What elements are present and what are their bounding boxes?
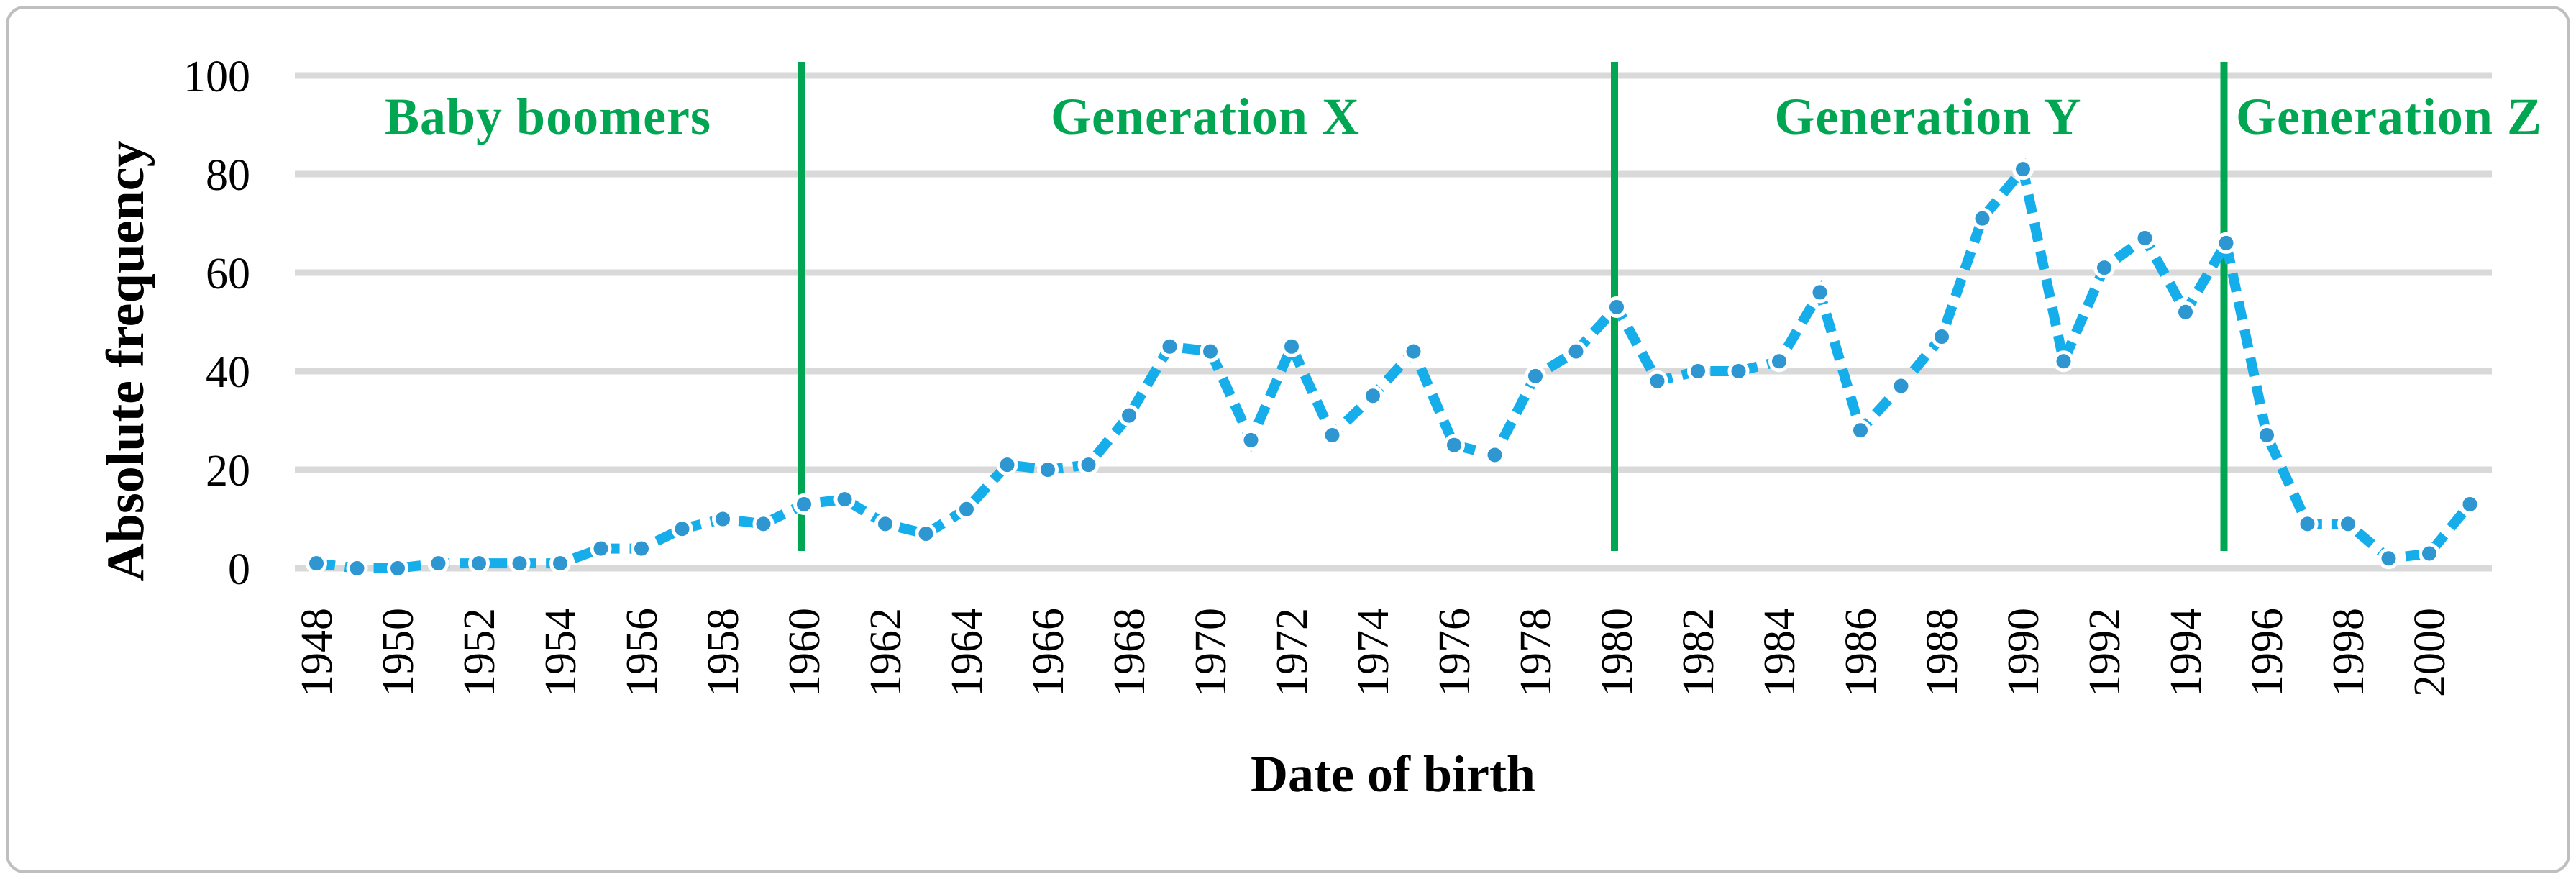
data-point-marker	[2175, 301, 2196, 323]
x-tick-label: 1988	[1918, 608, 1967, 697]
data-point-marker	[1768, 350, 1790, 373]
data-line	[316, 158, 2474, 573]
data-point-marker	[1281, 335, 1302, 357]
x-tick-label: 1982	[1674, 608, 1723, 697]
data-point-marker	[671, 518, 693, 540]
data-point-marker	[1727, 360, 1750, 382]
data-point-marker	[1890, 375, 1912, 397]
x-tick-label: 1950	[374, 608, 423, 697]
generation-label-generation-x: Generation X	[1051, 88, 1360, 145]
x-tick-label: 1984	[1755, 608, 1804, 697]
generation-label-baby-boomers: Baby boomers	[384, 88, 712, 145]
data-point-marker	[549, 552, 571, 575]
data-point-marker	[1606, 296, 1627, 318]
x-tick-label: 1972	[1268, 608, 1317, 697]
data-point-marker	[631, 537, 652, 560]
x-tick-label: 1952	[455, 608, 504, 697]
x-tick-label: 1996	[2243, 608, 2292, 697]
data-point-marker	[2215, 232, 2237, 254]
data-point-marker	[1850, 419, 1871, 442]
data-point-marker	[1402, 340, 1425, 363]
data-point-marker	[468, 552, 490, 575]
y-tick-label: 100	[183, 53, 250, 101]
y-tick-label: 20	[206, 447, 250, 496]
x-tick-label: 1962	[862, 608, 910, 697]
x-tick-label: 1956	[618, 608, 667, 697]
data-point-marker	[956, 498, 977, 520]
x-tick-label: 1958	[699, 608, 748, 697]
data-point-marker	[2052, 350, 2075, 373]
data-point-marker	[1931, 326, 1952, 348]
data-point-marker	[2296, 513, 2319, 535]
y-tick-label: 0	[228, 545, 250, 594]
x-axis-title: Date of birth	[1251, 745, 1535, 803]
data-point-marker	[752, 513, 775, 535]
data-point-marker	[1362, 385, 1384, 407]
data-point-marker	[508, 552, 531, 575]
data-point-marker	[1971, 207, 1993, 229]
data-point-marker	[1687, 360, 1709, 382]
data-point-marker	[1443, 434, 1465, 456]
x-tick-label: 1980	[1593, 608, 1642, 697]
x-tick-label: 1992	[2081, 608, 2129, 697]
data-point-marker	[1809, 281, 1831, 304]
data-point-marker	[2378, 547, 2400, 570]
data-point-marker	[346, 557, 368, 579]
data-point-marker	[2419, 542, 2440, 565]
x-tick-label: 1994	[2162, 608, 2211, 697]
x-tick-label: 1976	[1430, 608, 1479, 697]
data-point-marker	[712, 508, 734, 530]
data-point-marker	[1037, 459, 1059, 481]
y-tick-label: 60	[206, 250, 250, 299]
generation-label-generation-y: Generation Y	[1774, 88, 2082, 145]
x-tick-label: 1990	[1999, 608, 2048, 697]
x-tick-label: 1954	[536, 608, 585, 697]
data-point-marker	[427, 552, 449, 575]
y-tick-label: 80	[206, 151, 250, 200]
data-point-marker	[874, 513, 896, 535]
data-point-marker	[2134, 227, 2156, 250]
x-tick-label: 1970	[1187, 608, 1236, 697]
data-point-marker	[387, 557, 408, 579]
data-point-marker	[1240, 429, 1262, 451]
x-tick-label: 1966	[1024, 608, 1073, 697]
x-tick-label: 1948	[293, 608, 342, 697]
x-tick-label: 1968	[1105, 608, 1154, 697]
data-point-marker	[1484, 444, 1506, 466]
data-point-marker	[1646, 370, 1668, 392]
x-tick-label: 1998	[2324, 608, 2373, 697]
data-point-marker	[590, 537, 612, 560]
data-point-marker	[1200, 340, 1221, 363]
data-point-marker	[306, 552, 327, 575]
data-point-marker	[2256, 424, 2278, 447]
data-point-marker	[1118, 404, 1140, 427]
x-tick-label: 1960	[780, 608, 829, 697]
data-point-marker	[1525, 365, 1546, 387]
data-point-marker	[2012, 158, 2034, 181]
data-point-marker	[996, 454, 1018, 476]
x-tick-label: 2000	[2406, 608, 2454, 697]
x-tick-label: 1974	[1349, 608, 1398, 697]
figure-border	[6, 6, 2570, 873]
data-point-marker	[833, 488, 856, 511]
data-point-marker	[1321, 424, 1343, 447]
data-point-marker	[1159, 335, 1181, 357]
y-tick-label: 40	[206, 348, 250, 397]
x-tick-label: 1964	[943, 608, 992, 697]
generation-label-generation-z: Generation Z	[2236, 88, 2542, 145]
x-tick-label: 1978	[1512, 608, 1561, 697]
data-point-marker	[2459, 493, 2481, 515]
data-point-marker	[1077, 454, 1100, 476]
data-point-marker	[2093, 257, 2115, 279]
data-point-marker	[793, 493, 815, 515]
data-point-marker	[1565, 340, 1587, 363]
data-point-marker	[915, 523, 937, 545]
y-axis-title: Absolute frequency	[96, 140, 155, 582]
x-tick-label: 1986	[1837, 608, 1886, 697]
data-point-marker	[2337, 513, 2359, 535]
